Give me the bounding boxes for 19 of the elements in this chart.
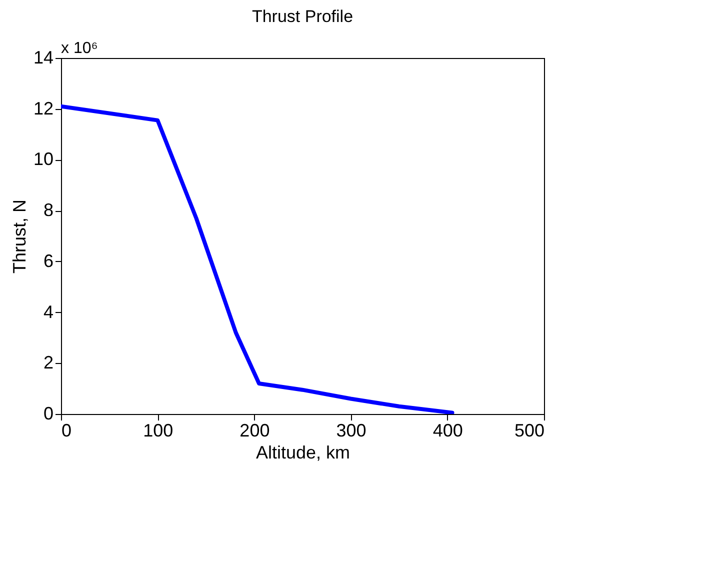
y-tick-label: 14 bbox=[33, 48, 54, 68]
y-tick-label: 8 bbox=[43, 200, 54, 220]
y-tick-label: 4 bbox=[43, 302, 54, 322]
y-tick-label: 0 bbox=[43, 404, 54, 424]
x-axis-title: Altitude, km bbox=[256, 442, 350, 462]
y-tick-label: 6 bbox=[43, 250, 54, 271]
text: x 10⁶ bbox=[61, 40, 98, 57]
y-tick-label: 2 bbox=[43, 352, 54, 373]
y-tick-label: 10 bbox=[33, 149, 54, 170]
x-tick-label: 0 bbox=[62, 420, 72, 440]
x-tick-label: 300 bbox=[336, 420, 366, 440]
y-axis-title: Thrust, N bbox=[9, 199, 30, 274]
x-tick-label: 100 bbox=[143, 420, 174, 440]
chart-title: Thrust Profile bbox=[252, 7, 354, 26]
x-tick-label: 500 bbox=[514, 420, 544, 440]
x-tick-label: 200 bbox=[240, 420, 270, 440]
x-tick-label: 400 bbox=[432, 420, 463, 440]
line-series bbox=[61, 104, 454, 414]
y-tick-label: 12 bbox=[33, 98, 54, 118]
